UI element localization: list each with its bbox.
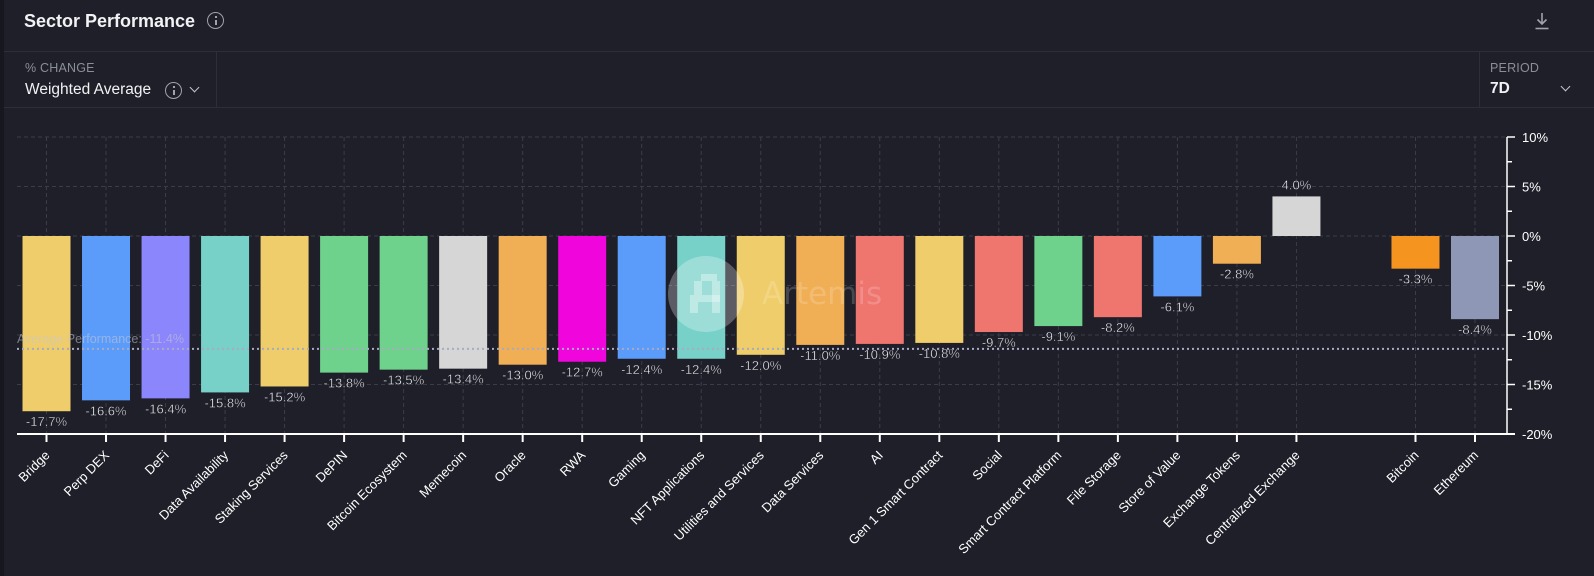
y-tick-label: -20% [1522,427,1553,442]
bar-nft-applications [677,236,726,359]
data-label: -10.8% [919,346,961,361]
period-label: PERIOD [1490,61,1540,75]
data-label: -17.7% [26,414,68,429]
bar-staking-services [260,236,309,387]
data-label: -8.4% [1458,322,1492,337]
bar-rwa [558,236,607,362]
y-tick-label: 5% [1522,180,1541,195]
x-tick-label: Ethereum [1431,448,1481,498]
data-label: -11.0% [800,348,841,363]
x-tick-label: Bridge [15,448,52,485]
data-label: -13.5% [383,373,425,388]
left-edge [0,0,4,576]
x-tick-label: AI [867,448,886,467]
x-tick-label: Social [969,447,1005,483]
y-tick-label: -10% [1522,328,1553,343]
bar-data-availability [201,236,250,393]
data-label: -12.4% [621,362,663,377]
data-label: -12.4% [681,362,723,377]
period-chevron-down-icon[interactable] [1560,81,1571,92]
average-line: Average Performance: -11.4% [17,332,1505,350]
x-tick-label: Gaming [605,448,648,491]
bar-smart-contract-platform [1034,236,1083,327]
chart-controls: % CHANGE Weighted Average PERIOD 7D [4,52,1594,108]
bar-gaming [617,236,666,359]
panel-header: Sector Performance [4,0,1594,52]
data-label: -2.8% [1220,267,1254,282]
value-labels: -17.7% -16.6% -16.4% -15.8% -15.2% -13.8% -13.… [26,177,1493,429]
data-label: -13.0% [502,368,544,383]
average-performance-label: Average Performance: -11.4% [17,332,184,346]
bar-bridge [22,236,71,412]
x-tick-label: DePIN [313,448,351,486]
bar-perp-dex [82,236,131,401]
bar-oracle [498,236,547,365]
data-label: -16.6% [85,403,127,418]
data-label: -9.1% [1041,329,1075,344]
data-label: -15.2% [264,389,306,404]
bar-gen-1-smart-contract [915,236,964,343]
bar-store-of-value [1153,236,1202,297]
bar-utilities-and-services [736,236,785,355]
bar-memecoin [439,236,488,369]
x-tick-label: Data Services [759,447,827,515]
x-tick-label: Bitcoin [1383,448,1421,486]
period-value[interactable]: 7D [1490,80,1510,97]
x-tick-label: Smart Contract Platform [955,448,1064,557]
y-tick-label: -5% [1522,279,1546,294]
y-tick-label: -15% [1522,378,1553,393]
data-label: -12.0% [740,358,782,373]
y-tick-label: 0% [1522,229,1541,244]
data-label: 4.0% [1282,177,1312,192]
data-label: -8.2% [1101,320,1135,335]
data-label: -6.1% [1160,299,1194,314]
bar-centralized-exchange [1272,196,1321,236]
chevron-down-icon[interactable] [189,82,200,93]
info-icon[interactable] [207,12,224,29]
bar-file-storage [1093,236,1142,318]
x-tick-label: Memecoin [416,448,469,501]
data-label: -10.9% [859,347,901,362]
sector-bar-chart: Average Performance: -11.4% -17.7% -16.6%… [15,130,1553,557]
data-label: -9.7% [982,335,1016,350]
watermark-text: Artemis [762,276,882,312]
metric-select[interactable]: % CHANGE Weighted Average [4,52,217,107]
metric-value[interactable]: Weighted Average [25,81,152,98]
bar-ai [855,236,904,344]
bar-ethereum [1451,236,1499,320]
bar-bitcoin [1391,236,1440,269]
page-title: Sector Performance [24,11,196,31]
data-label: -12.7% [562,365,604,380]
bar-exchange-tokens [1212,236,1261,264]
x-tick-label: Gen 1 Smart Contract [845,447,945,547]
x-tick-label: File Storage [1064,448,1124,508]
bar-data-services [796,236,845,345]
period-select[interactable]: PERIOD 7D [1479,52,1594,107]
y-tick-label: 10% [1522,130,1548,145]
x-tick-label: Perp DEX [61,447,113,499]
data-label: -16.4% [145,401,187,416]
data-label: -3.3% [1398,272,1432,287]
data-label: -13.8% [324,376,366,391]
bar-defi [141,236,190,399]
data-label: -13.4% [443,372,485,387]
x-tick-label: Oracle [491,448,529,486]
bar-social [974,236,1023,333]
metric-info-icon[interactable] [165,82,182,99]
bar-depin [320,236,369,373]
x-tick-label: DeFi [142,447,172,477]
artemis-watermark-logo: Artemis [668,256,882,332]
download-icon[interactable] [1535,12,1549,30]
data-label: -15.8% [204,395,246,410]
x-tick-label: RWA [557,447,589,479]
metric-label: % CHANGE [25,61,95,75]
bars [22,196,1499,412]
bar-bitcoin-ecosystem [379,236,428,370]
